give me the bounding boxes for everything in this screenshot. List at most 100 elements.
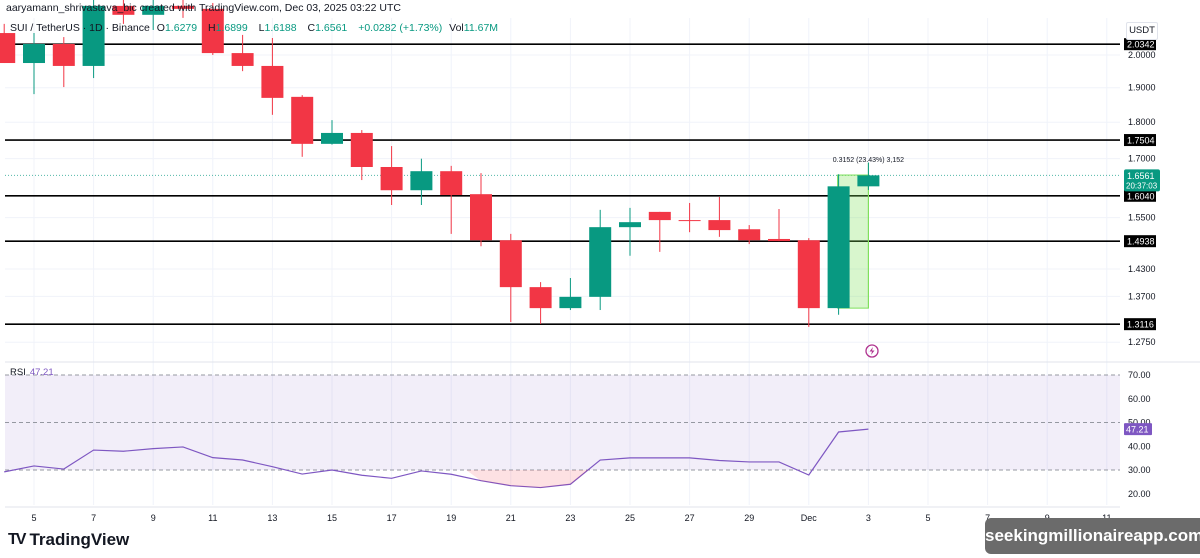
level-price-label: 1.7504 (1127, 136, 1155, 146)
open-value: 1.6279 (164, 22, 198, 34)
time-tick-label: 27 (685, 513, 695, 523)
level-price-tag (1124, 235, 1156, 248)
rsi-tick-label: 40.00 (1128, 441, 1151, 451)
time-tick-label: 17 (387, 513, 397, 523)
candle-down (112, 5, 135, 15)
time-tick-label: 23 (565, 513, 575, 523)
high-label: H (208, 22, 216, 34)
measure-label: 0.3152 (23.43%) 3,152 (833, 157, 904, 164)
time-tick-label: 5 (31, 513, 36, 523)
price-tick-label: 1.5500 (1128, 213, 1156, 223)
candle-down (380, 166, 403, 191)
candle-up (321, 132, 343, 144)
time-tick-label: Dec (801, 513, 818, 523)
level-price-label: 1.3116 (1127, 320, 1154, 330)
time-tick-label: 7 (91, 513, 96, 523)
candles (0, 0, 880, 327)
level-price-label: 1.6040 (1127, 191, 1155, 201)
candle-down (0, 33, 16, 64)
candle-down (291, 96, 314, 144)
candle-up (82, 5, 105, 66)
rsi-label: RSI (10, 367, 26, 378)
level-price-tag (1124, 38, 1156, 51)
price-tick-label: 1.4300 (1128, 264, 1156, 274)
current-price-tag (1124, 169, 1160, 192)
candle-up (827, 186, 850, 309)
time-axis[interactable]: 57911131517192123252729Dec357911 (31, 513, 1111, 523)
candle-up (857, 175, 880, 187)
currency-button[interactable]: USDT (1126, 22, 1158, 40)
price-tick-label: 1.8000 (1128, 117, 1156, 127)
time-tick-label: 3 (866, 513, 871, 523)
candle-down (52, 43, 75, 66)
candle-up (410, 171, 433, 191)
candle-down (499, 240, 522, 288)
price-tick-label: 2.0000 (1128, 50, 1156, 60)
candle-up (619, 222, 641, 228)
symbol-legend[interactable]: SUI / TetherUS · 1D · Binance O1.6279 H1… (10, 22, 506, 34)
time-tick-label: 21 (506, 513, 516, 523)
level-price-tag (1124, 318, 1156, 331)
price-tick-label: 1.9000 (1128, 83, 1156, 93)
low-value: 1.6188 (264, 22, 297, 34)
time-tick-label: 13 (267, 513, 277, 523)
candle-down (738, 229, 761, 241)
low-label: L (258, 22, 265, 34)
symbol-title[interactable]: SUI / TetherUS · 1D · Binance (10, 22, 150, 34)
close-value: 1.6561 (315, 22, 348, 34)
candle-down (231, 53, 254, 66)
rsi-series (4, 428, 869, 489)
tradingview-logo[interactable]: TV TradingView (8, 530, 129, 550)
candle-up (559, 296, 582, 309)
level-price-label: 2.0342 (1127, 40, 1155, 50)
price-tick-label: 1.7000 (1128, 154, 1156, 164)
rsi-line (4, 428, 869, 489)
candle-down (529, 287, 552, 309)
level-price-label: 1.4938 (1127, 237, 1155, 247)
candle-up (142, 5, 165, 15)
candle-up (589, 227, 612, 297)
time-tick-label: 15 (327, 513, 337, 523)
tradingview-logo-icon: TV (8, 531, 27, 548)
open-label: O (156, 22, 165, 34)
candle-down (172, 5, 194, 9)
price-tick-label: 1.3700 (1128, 291, 1156, 301)
lightning-icon[interactable] (865, 344, 879, 358)
time-tick-label: 29 (744, 513, 754, 523)
close-label: C (307, 22, 316, 34)
price-tick-label: 1.2750 (1128, 337, 1156, 347)
rsi-value-tag (1124, 423, 1152, 436)
volume-label: Vol (449, 22, 464, 34)
time-tick-label: 9 (151, 513, 156, 523)
high-value: 1.6899 (215, 22, 248, 34)
time-tick-label: 11 (208, 513, 217, 523)
brand-name: TradingView (29, 530, 130, 549)
time-tick-label: 25 (625, 513, 635, 523)
level-price-tag (1124, 189, 1156, 202)
rsi-tick-label: 70.00 (1128, 370, 1151, 380)
rsi-value-label: 47.21 (1126, 425, 1149, 435)
rsi-band-lines (5, 374, 1120, 471)
rsi-legend[interactable]: RSI 47.21 (10, 367, 54, 378)
time-tick-label: 5 (925, 513, 930, 523)
price-axis[interactable]: 2.0000 1.9000 1.8000 1.7000 1.5500 1.4300 1.37… (1124, 38, 1160, 347)
rsi-value: 47.21 (29, 367, 54, 378)
candle-down (470, 194, 492, 241)
watermark: seekingmillionaireapp.com (985, 518, 1200, 554)
horizontal-levels[interactable] (5, 43, 1120, 325)
rsi-axis[interactable]: 70.00 60.00 50.00 40.00 30.00 20.00 47.21 (1124, 370, 1152, 499)
current-price-label: 1.6561 (1127, 171, 1155, 181)
rsi-tick-label: 50.00 (1128, 418, 1151, 428)
volume-value: 11.67M (463, 22, 499, 34)
candle-down (350, 132, 373, 167)
level-price-tag (1124, 134, 1156, 147)
candle-down (201, 8, 224, 54)
candle-down (440, 171, 463, 195)
candle-up (23, 43, 45, 64)
candle-down (708, 220, 731, 231)
rsi-tick-label: 20.00 (1128, 489, 1151, 499)
candle-down (797, 240, 820, 309)
time-tick-label: 19 (446, 513, 456, 523)
candle-down (648, 211, 671, 221)
